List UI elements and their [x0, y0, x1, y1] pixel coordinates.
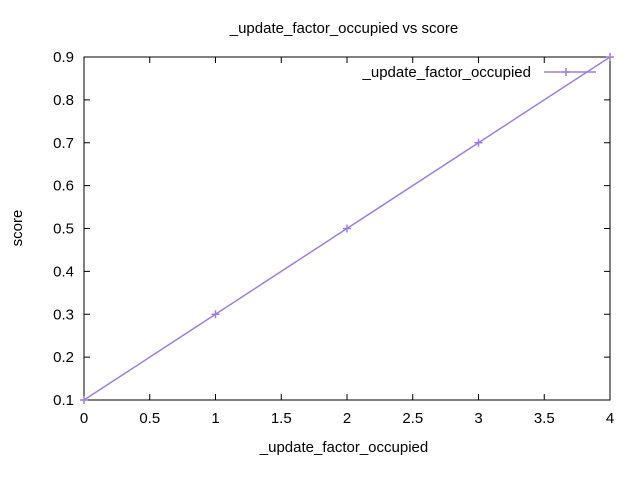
y-axis-label: score: [9, 210, 26, 247]
x-tick-label: 1.5: [271, 410, 292, 427]
x-tick-label: 2: [343, 410, 351, 427]
x-tick-label: 0: [80, 410, 88, 427]
y-tick-label: 0.3: [53, 306, 74, 323]
x-tick-label: 3: [474, 410, 482, 427]
data-point-marker: [343, 224, 351, 233]
x-axis-label: _update_factor_occupied: [259, 439, 428, 456]
chart-title: _update_factor_occupied vs score: [229, 20, 458, 37]
x-tick-label: 3.5: [534, 410, 555, 427]
y-tick-label: 0.9: [53, 49, 74, 66]
y-tick-label: 0.4: [53, 263, 74, 280]
y-tick-label: 0.5: [53, 221, 74, 238]
x-axis: 0 0.5 1 1.5 2 2.5 3 3.5 4: [80, 57, 614, 427]
x-tick-label: 1: [211, 410, 219, 427]
legend: _update_factor_occupied: [362, 64, 596, 81]
y-tick-label: 0.2: [53, 349, 74, 366]
data-point-marker: [606, 53, 614, 61]
legend-marker: [562, 68, 570, 76]
legend-label: _update_factor_occupied: [362, 64, 531, 81]
data-point-marker: [80, 396, 88, 404]
y-axis: 0.1 0.2 0.3 0.4 0.5 0.6 0.7 0.8 0.9: [53, 49, 610, 409]
y-tick-label: 0.7: [53, 135, 74, 152]
series-layer: [80, 53, 614, 404]
x-tick-label: 0.5: [139, 410, 160, 427]
y-tick-label: 0.1: [53, 392, 74, 409]
data-point-marker: [474, 138, 483, 147]
y-tick-label: 0.6: [53, 178, 74, 195]
data-point-marker: [211, 310, 220, 319]
x-tick-label: 2.5: [402, 410, 423, 427]
y-tick-label: 0.8: [53, 92, 74, 109]
x-tick-label: 4: [606, 410, 614, 427]
